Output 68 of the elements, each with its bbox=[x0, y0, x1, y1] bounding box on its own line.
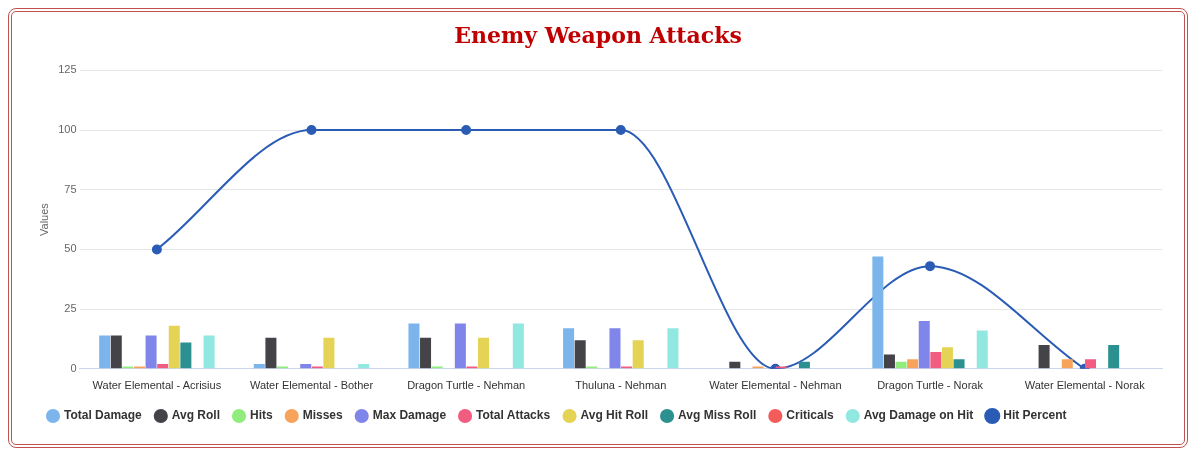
bar bbox=[478, 337, 490, 369]
bar bbox=[1108, 344, 1120, 369]
bar bbox=[300, 364, 312, 369]
legend-label: Total Damage bbox=[64, 408, 143, 423]
bar bbox=[667, 328, 679, 369]
legend-label: Misses bbox=[302, 408, 344, 423]
point bbox=[925, 261, 936, 272]
x-tick-label: Dragon Turtle - Nehman bbox=[407, 379, 526, 392]
bar bbox=[512, 323, 524, 369]
bar bbox=[408, 323, 420, 369]
bar bbox=[872, 256, 884, 369]
y-tick-label: 125 bbox=[58, 63, 77, 76]
x-tick-label: Water Elemental - Nehman bbox=[709, 379, 842, 392]
bar bbox=[168, 325, 180, 369]
bar bbox=[574, 340, 586, 369]
legend-label: Avg Damage on Hit bbox=[863, 408, 974, 423]
y-tick-label: 50 bbox=[64, 242, 77, 255]
y-tick-label: 0 bbox=[70, 361, 77, 374]
bar bbox=[609, 328, 621, 369]
bar bbox=[895, 361, 907, 369]
legend-label: Criticals bbox=[786, 408, 835, 423]
legend-label: Hit Percent bbox=[1003, 408, 1067, 423]
point bbox=[151, 244, 162, 255]
bar bbox=[203, 335, 215, 369]
point bbox=[306, 125, 317, 136]
bar bbox=[110, 335, 122, 369]
y-tick-label: 100 bbox=[58, 123, 77, 136]
point bbox=[461, 125, 472, 136]
bar bbox=[157, 364, 169, 369]
bar bbox=[918, 321, 930, 369]
bar bbox=[145, 335, 157, 369]
bar bbox=[420, 337, 432, 369]
legend-label: Max Damage bbox=[372, 408, 447, 423]
x-tick-label: Water Elemental - Norak bbox=[1024, 379, 1146, 392]
legend-label: Hits bbox=[250, 408, 274, 423]
bar bbox=[941, 347, 953, 369]
legend-label: Total Attacks bbox=[476, 408, 551, 423]
x-tick-label: Water Elemental - Acrisius bbox=[92, 379, 222, 392]
bar bbox=[953, 359, 965, 369]
bar bbox=[976, 330, 988, 369]
y-tick-label: 75 bbox=[64, 182, 77, 195]
bar bbox=[883, 354, 895, 369]
x-tick-label: Dragon Turtle - Norak bbox=[877, 379, 984, 392]
legend-label: Avg Roll bbox=[171, 408, 221, 423]
x-tick-label: Water Elemental - Bother bbox=[249, 379, 374, 392]
bar bbox=[798, 361, 810, 369]
bar bbox=[632, 340, 644, 369]
y-tick-label: 25 bbox=[64, 302, 77, 315]
bar bbox=[1038, 344, 1050, 369]
bar bbox=[1084, 359, 1096, 369]
bar bbox=[907, 359, 919, 369]
bar bbox=[180, 342, 192, 369]
bar bbox=[99, 335, 111, 369]
bar bbox=[563, 328, 575, 369]
point bbox=[615, 125, 626, 136]
bar bbox=[253, 364, 265, 369]
bar bbox=[358, 364, 370, 369]
legend-label: Avg Miss Roll bbox=[678, 408, 757, 423]
y-axis-title: Values bbox=[37, 202, 50, 237]
bar bbox=[265, 337, 277, 369]
bar bbox=[323, 337, 335, 369]
bar bbox=[930, 352, 942, 369]
chart-title: Enemy Weapon Attacks bbox=[454, 21, 742, 48]
bar bbox=[454, 323, 466, 369]
legend-label: Avg Hit Roll bbox=[580, 408, 649, 423]
bar bbox=[1061, 359, 1073, 369]
bar bbox=[729, 361, 741, 369]
x-tick-label: Thuluna - Nehman bbox=[575, 379, 667, 392]
